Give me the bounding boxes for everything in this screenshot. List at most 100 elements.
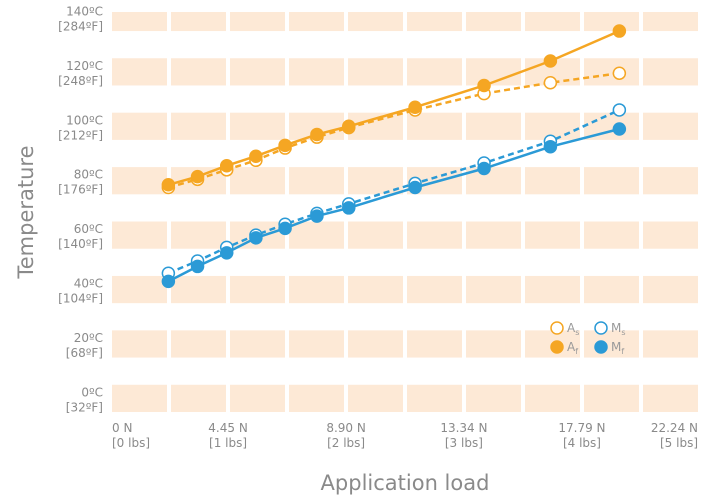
- data-point-Mf: [278, 221, 292, 236]
- y-tick-sublabel: [248ºF]: [58, 74, 103, 88]
- y-tick-sublabel: [176ºF]: [58, 183, 103, 197]
- legend-label-Af: Af: [567, 340, 578, 356]
- band-cell: [348, 58, 403, 86]
- data-point-Af: [278, 138, 292, 153]
- x-tick-sublabel: [1 lbs]: [209, 436, 247, 450]
- data-point-Mf: [219, 246, 234, 260]
- band-cell: [407, 112, 462, 140]
- band-cell: [171, 58, 226, 86]
- band-cell: [112, 167, 167, 195]
- band-cell: [348, 112, 403, 140]
- y-tick-label: 140ºC: [66, 4, 103, 18]
- background-bands: [112, 12, 698, 412]
- series-layer: [161, 24, 627, 289]
- band-cell: [525, 12, 580, 32]
- x-tick-sublabel: [4 lbs]: [563, 436, 601, 450]
- x-tick-sublabel: [2 lbs]: [327, 436, 365, 450]
- y-tick-sublabel: [104ºF]: [58, 292, 103, 306]
- x-tick-label: 17.79 N: [558, 421, 605, 435]
- band-cell: [407, 12, 462, 32]
- data-point-Af: [612, 24, 627, 38]
- band-cell: [112, 58, 167, 86]
- legend-label-Ms: Ms: [611, 321, 626, 337]
- legend-marker-As: [550, 321, 564, 335]
- band-cell: [348, 12, 403, 32]
- band-cell: [230, 58, 285, 86]
- y-tick-label: 80ºC: [74, 168, 103, 182]
- data-point-Af: [543, 54, 558, 68]
- band-cell: [289, 221, 344, 249]
- band-cell: [407, 275, 462, 304]
- band-cell: [584, 384, 639, 412]
- data-point-Mf: [408, 180, 422, 195]
- band-cell: [407, 58, 462, 86]
- band-cell: [525, 275, 580, 304]
- band-cell: [171, 384, 226, 412]
- band-cell: [584, 275, 639, 304]
- band-cell: [466, 275, 521, 304]
- band-cell: [289, 384, 344, 412]
- band-cell: [230, 12, 285, 32]
- band-cell: [466, 12, 521, 32]
- band-cell: [525, 221, 580, 249]
- x-axis-ticks: 0 N[0 lbs] 4.45 N[1 lbs] 8.90 N[2 lbs] 13.3…: [112, 421, 698, 450]
- band-cell: [466, 221, 521, 249]
- y-tick-label: 120ºC: [66, 59, 103, 73]
- y-tick-label: 100ºC: [66, 113, 103, 127]
- band-cell: [584, 221, 639, 249]
- band-cell: [230, 112, 285, 140]
- legend-marker-Mf: [594, 340, 608, 354]
- band-cell: [112, 112, 167, 140]
- legend-marker-Af: [550, 340, 564, 354]
- x-tick-sublabel: [5 lbs]: [660, 436, 698, 450]
- band-cell: [348, 330, 403, 358]
- data-point-Mf: [342, 201, 356, 215]
- x-tick-sublabel: [3 lbs]: [445, 436, 483, 450]
- data-point-Af: [342, 119, 356, 134]
- data-point-Af: [477, 78, 491, 93]
- y-tick-sublabel: [284ºF]: [58, 19, 103, 33]
- band-cell: [171, 12, 226, 32]
- band-cell: [289, 275, 344, 304]
- y-tick-sublabel: [140ºF]: [58, 237, 103, 251]
- band-cell: [348, 275, 403, 304]
- band-cell: [230, 275, 285, 304]
- data-point-Mf: [249, 231, 263, 245]
- series-Mf: [161, 122, 627, 289]
- data-point-Mf: [310, 209, 324, 223]
- y-tick-label: 60ºC: [74, 222, 103, 236]
- band-cell: [584, 58, 639, 86]
- data-point-Af: [310, 127, 324, 142]
- data-point-Mf: [612, 122, 627, 136]
- series-line-As: [168, 71, 620, 189]
- band-cell: [643, 275, 698, 304]
- data-point-As: [543, 75, 558, 90]
- band-cell: [171, 221, 226, 249]
- data-point-As: [612, 66, 627, 80]
- band-cell: [171, 275, 226, 304]
- band-cell: [171, 112, 226, 140]
- band-cell: [643, 12, 698, 32]
- data-point-Mf: [161, 274, 176, 289]
- band-cell: [112, 330, 167, 358]
- x-tick-label: 0 N: [112, 421, 132, 435]
- band-cell: [112, 384, 167, 412]
- band-cell: [584, 12, 639, 32]
- y-tick-sublabel: [32ºF]: [66, 400, 103, 414]
- band-cell: [407, 384, 462, 412]
- data-point-Af: [219, 158, 234, 173]
- series-Af: [161, 24, 627, 192]
- band-cell: [112, 275, 167, 304]
- band-cell: [230, 167, 285, 195]
- band-cell: [466, 384, 521, 412]
- data-point-Af: [190, 169, 205, 184]
- data-point-Mf: [477, 161, 491, 176]
- legend: As Ms Af Mf: [550, 321, 626, 356]
- legend-label-Mf: Mf: [611, 340, 624, 356]
- band-cell: [289, 167, 344, 195]
- y-axis-title: Temperature: [14, 145, 38, 279]
- band-cell: [584, 167, 639, 195]
- band-cell: [643, 58, 698, 86]
- band-cell: [348, 221, 403, 249]
- data-point-Af: [161, 178, 176, 192]
